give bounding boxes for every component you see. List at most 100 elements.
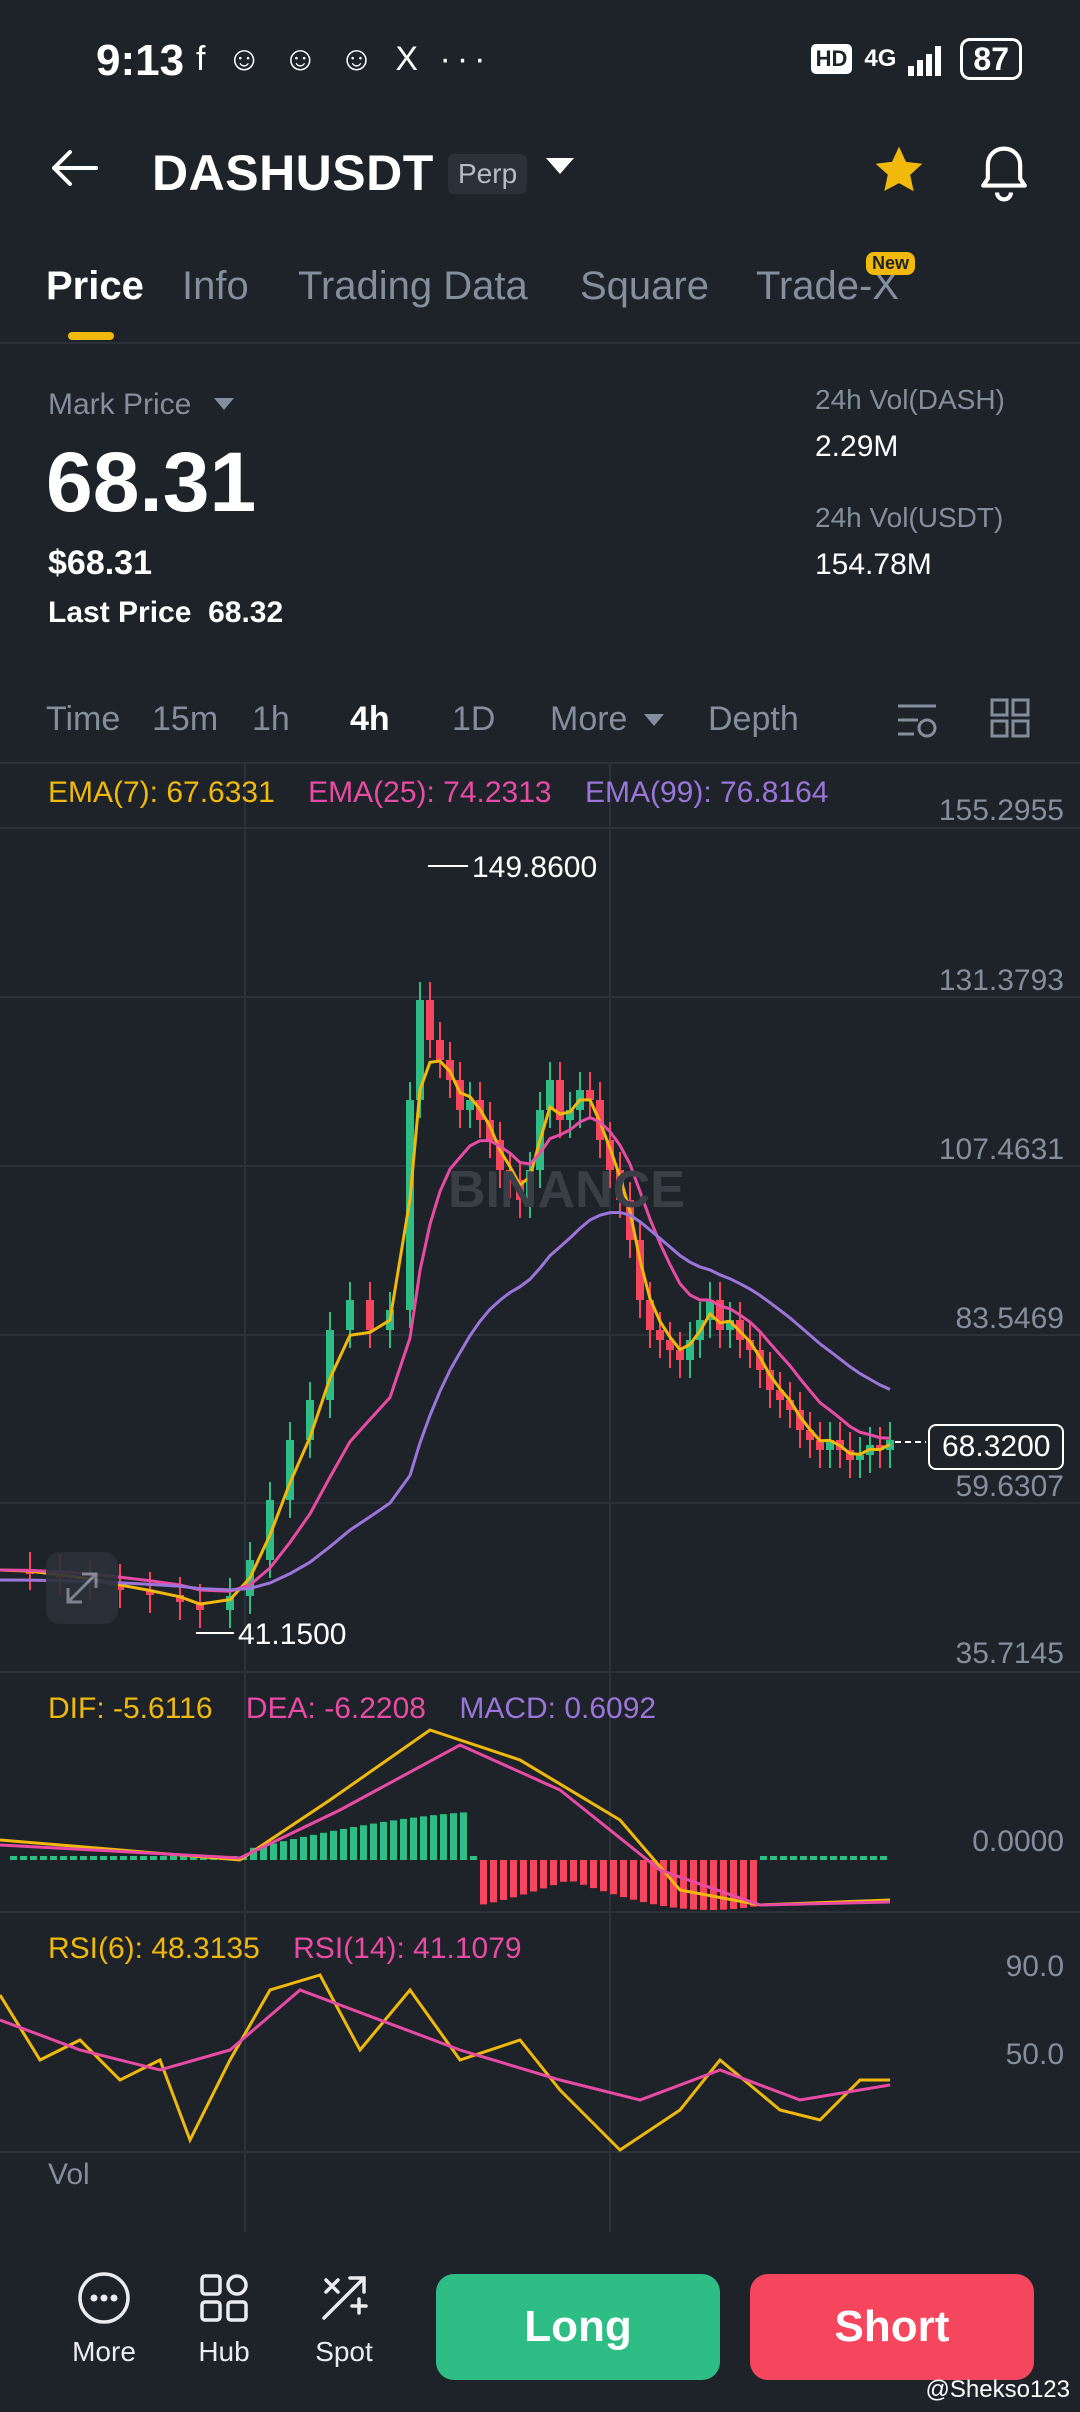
spot-button[interactable]: Spot [294, 2266, 394, 2368]
macd-bar [600, 1860, 607, 1892]
low-marker: 41.1500 [238, 1618, 347, 1651]
timeframe-4h[interactable]: 4h [350, 700, 390, 738]
tab-price[interactable]: Price [46, 264, 144, 308]
vol-usdt-value: 154.78M [815, 548, 932, 581]
symbol-title[interactable]: DASHUSDT [152, 145, 434, 201]
candle [796, 1410, 804, 1430]
macd-bar [420, 1816, 427, 1860]
macd-bar [410, 1817, 417, 1860]
macd-bar [650, 1860, 657, 1905]
macd-bar [760, 1856, 767, 1860]
candle [806, 1430, 814, 1440]
candle [526, 1170, 534, 1200]
rsi14-label: RSI(14): 41.1079 [293, 1932, 522, 1965]
candle [826, 1440, 834, 1450]
timeframe-time[interactable]: Time [46, 700, 121, 738]
divider [0, 762, 1080, 764]
candle [506, 1170, 514, 1180]
current-price-tag: 68.3200 [928, 1424, 1065, 1470]
macd-bar [170, 1856, 177, 1860]
last-price: Last Price 68.32 [48, 596, 283, 630]
candle [616, 1170, 624, 1200]
new-badge: New [866, 252, 916, 275]
candle [566, 1110, 574, 1120]
hub-label: Hub [198, 2336, 250, 2367]
macd-bar [430, 1815, 437, 1860]
vol-dash-label: 24h Vol(DASH) [815, 384, 1005, 415]
macd-bar [850, 1856, 857, 1860]
macd-bar [730, 1860, 737, 1910]
macd-bar [490, 1860, 497, 1903]
chevron-down-icon[interactable] [214, 398, 234, 410]
candle [556, 1080, 564, 1120]
chevron-down-icon[interactable] [546, 158, 574, 174]
fullscreen-button[interactable] [46, 1552, 118, 1624]
tab-square[interactable]: Square [580, 264, 709, 308]
macd-bar [830, 1856, 837, 1860]
macd-bar [470, 1856, 477, 1860]
ema99-line [0, 1210, 891, 1592]
candle [416, 1000, 424, 1100]
macd-bar [460, 1812, 467, 1860]
macd-bar [20, 1856, 27, 1860]
candle [746, 1340, 754, 1350]
macd-bar [90, 1856, 97, 1860]
arrow-left-icon[interactable] [48, 146, 100, 190]
hub-icon [200, 2274, 248, 2322]
macd-bar [350, 1827, 357, 1860]
price-tick: 83.5469 [955, 1302, 1064, 1335]
candle [146, 1590, 154, 1595]
grid-layout-icon[interactable] [990, 698, 1030, 738]
macd-bar [610, 1860, 617, 1895]
macd-bar [690, 1860, 697, 1910]
depth-tab[interactable]: Depth [708, 700, 799, 738]
timeframe-1h[interactable]: 1h [252, 700, 290, 738]
timeframe-more[interactable]: More [550, 700, 628, 738]
binance-watermark: BINANCE [448, 1161, 685, 1219]
tab-trading-data[interactable]: Trading Data [298, 264, 528, 308]
macd-bar [390, 1820, 397, 1860]
mark-price-label[interactable]: Mark Price [48, 388, 192, 421]
macd-bar [440, 1814, 447, 1860]
signal-icon [908, 46, 942, 76]
candle [496, 1140, 504, 1170]
macd-bar [860, 1856, 867, 1860]
macd-bar [40, 1856, 47, 1860]
macd-bar [120, 1856, 127, 1860]
macd-bar [260, 1845, 267, 1860]
more-button[interactable]: More [54, 2266, 154, 2368]
macd-bar [400, 1818, 407, 1860]
macd-bar [540, 1860, 547, 1889]
last-price-value: 68.32 [208, 596, 284, 629]
hub-button[interactable]: Hub [174, 2266, 274, 2368]
rsi-legend: RSI(6): 48.3135 RSI(14): 41.1079 [48, 1932, 522, 1966]
dif-label: DIF: -5.6116 [48, 1692, 213, 1725]
tab-active-indicator [68, 332, 114, 340]
long-button[interactable]: Long [436, 2274, 720, 2380]
macd-bar [300, 1836, 307, 1860]
dea-line [0, 1743, 891, 1907]
rsi6-line [0, 1973, 890, 2152]
short-button[interactable]: Short [750, 2274, 1034, 2380]
usd-price: $68.31 [48, 544, 152, 582]
candle [606, 1140, 614, 1170]
rsi-tick: 50.0 [1005, 2038, 1064, 2071]
ema7-label: EMA(7): 67.6331 [48, 776, 275, 809]
chart-settings-icon[interactable] [894, 698, 940, 742]
candle [196, 1602, 204, 1610]
price-tick: 155.2955 [938, 794, 1064, 827]
bell-icon[interactable] [976, 144, 1032, 204]
macd-bar [620, 1860, 627, 1898]
vol-dash-value: 2.29M [815, 430, 899, 463]
candle [816, 1440, 824, 1450]
macd-bar [870, 1856, 877, 1860]
candlestick-chart[interactable] [0, 762, 1080, 2232]
timeframe-1d[interactable]: 1D [452, 700, 496, 738]
macd-bar [110, 1856, 117, 1860]
tab-info[interactable]: Info [182, 264, 249, 308]
star-icon[interactable] [870, 142, 928, 198]
timeframe-15m[interactable]: 15m [152, 700, 219, 738]
chevron-down-icon[interactable] [644, 714, 664, 726]
macd-bar [60, 1856, 67, 1860]
macd-bar [10, 1856, 17, 1860]
